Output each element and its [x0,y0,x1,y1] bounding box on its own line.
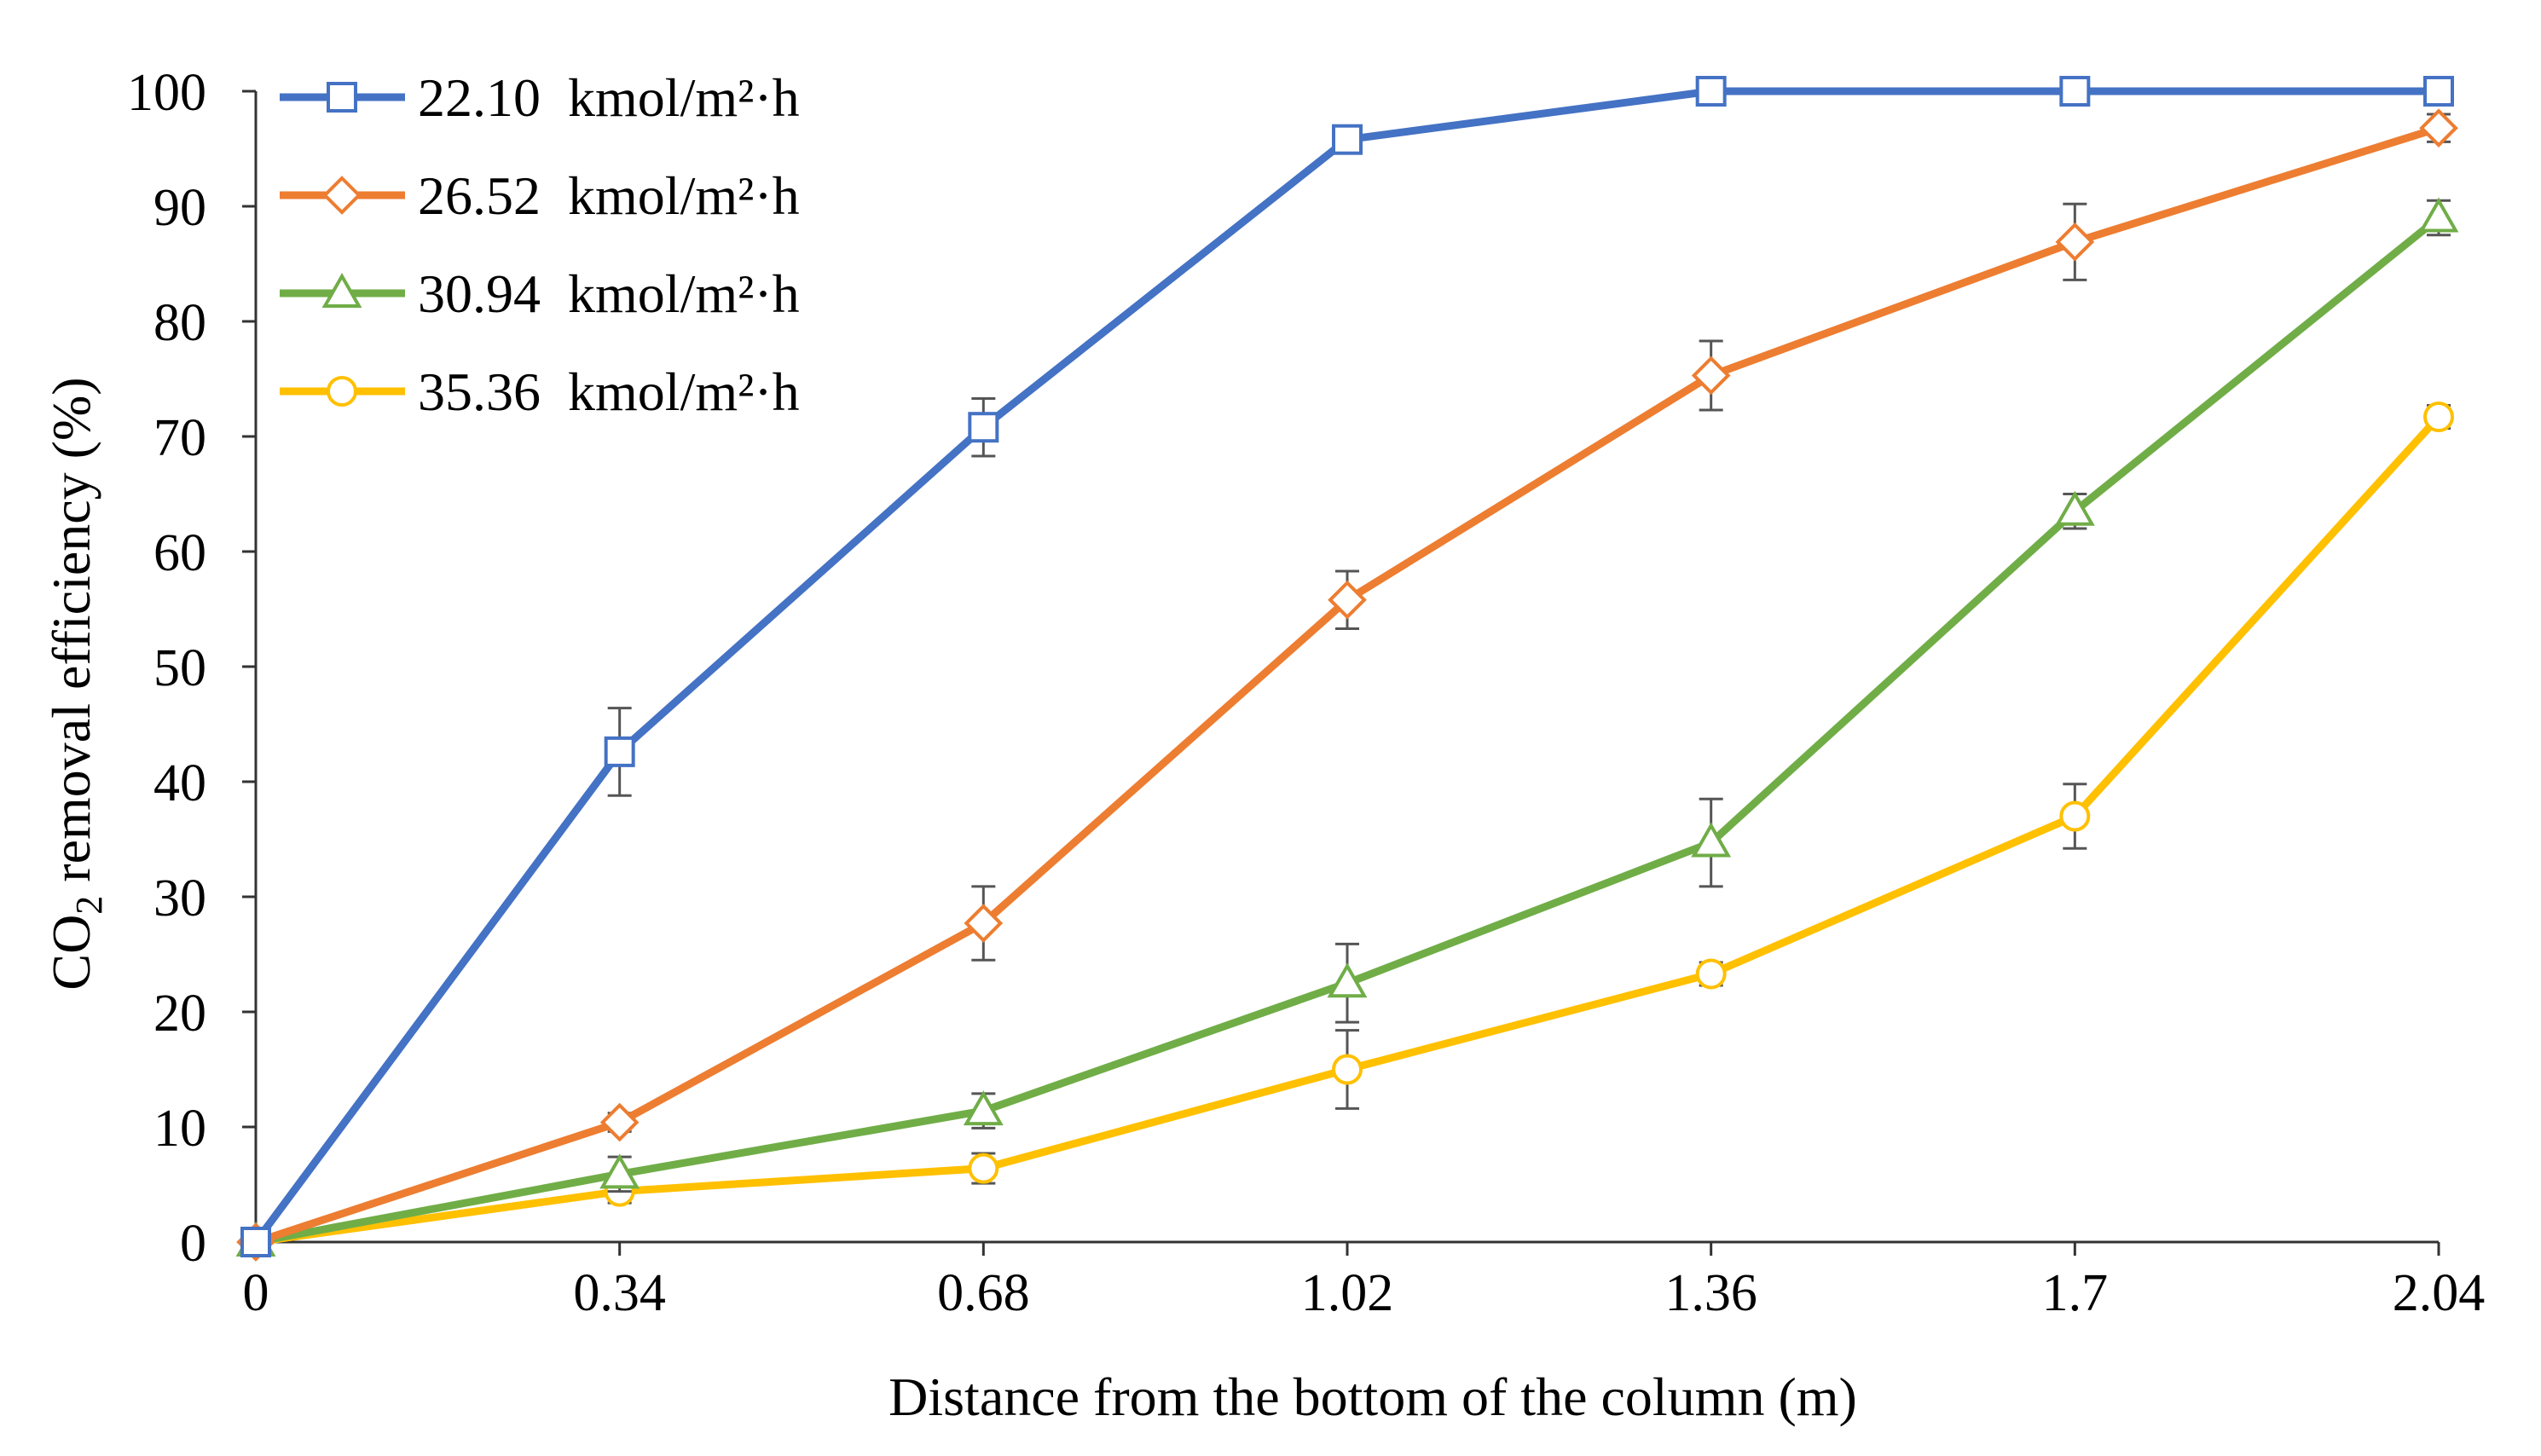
data-point [1327,962,1368,998]
legend-item: 26.52 kmol/m²·h [280,165,800,226]
x-tick-label: 1.02 [1301,1264,1394,1322]
y-tick-label: 70 [153,409,206,467]
data-point [599,1102,640,1142]
data-point [1695,76,1727,107]
legend-marker [327,82,357,113]
data-point [2423,402,2454,433]
legend-label: 26.52 kmol/m²·h [418,165,800,226]
data-point [1695,958,1727,990]
data-point [1691,822,1732,858]
y-tick-label: 80 [153,294,206,352]
legend-label: 30.94 kmol/m²·h [418,263,800,324]
data-point [2059,800,2091,832]
data-point [604,736,635,767]
y-tick-label: 0 [180,1215,206,1273]
legend-item: 30.94 kmol/m²·h [280,263,800,324]
data-point [2055,222,2095,262]
y-tick-label: 20 [153,985,206,1043]
data-point [599,1153,640,1189]
x-tick-label: 1.7 [2042,1264,2109,1322]
legend: 22.10 kmol/m²·h 26.52 kmol/m²·h 30.94 kmol… [280,67,800,422]
x-tick-label: 1.36 [1664,1264,1757,1322]
x-tick-label: 0 [243,1264,269,1322]
y-tick-label: 100 [127,64,206,122]
series-square [240,76,2454,1257]
legend-item: 22.10 kmol/m²·h [280,67,800,128]
series-triangle [235,197,2459,1257]
legend-marker [321,272,362,308]
legend-marker [322,176,362,215]
data-point [1691,355,1731,396]
y-tick-label: 30 [153,870,206,927]
x-tick-label: 0.68 [937,1264,1030,1322]
y-axis-title-prefix: CO [41,915,101,991]
data-point [240,1227,271,1257]
data-point [964,904,1004,943]
y-axis-title: CO2 removal efficiency (%) [41,377,110,990]
y-axis-title-suffix: removal efficiency (%) [41,377,101,895]
x-tick-label: 0.34 [573,1264,666,1322]
data-point [2418,197,2459,233]
y-tick-label: 90 [153,179,206,237]
data-point [1328,580,1367,620]
legend-marker [327,376,357,407]
data-point [2419,108,2458,148]
legend-item: 35.36 kmol/m²·h [280,361,800,422]
legend-label: 22.10 kmol/m²·h [418,67,800,128]
series-diamond [236,108,2458,1262]
y-axis-title-subscript: 2 [68,896,110,915]
series-line [252,413,2443,1246]
data-point [2423,76,2454,107]
data-point [1332,124,1363,155]
data-point [1332,1054,1363,1085]
x-axis-title: Distance from the bottom of the column (… [888,1366,1857,1427]
data-point [963,1090,1004,1126]
y-tick-label: 40 [153,754,206,812]
y-tick-label: 60 [153,524,206,582]
x-tick-label: 2.04 [2393,1264,2486,1322]
legend-label: 35.36 kmol/m²·h [418,361,800,422]
x-axis-ticks: 0 0.34 0.68 1.02 1.36 1.7 2.04 [243,1242,2486,1322]
data-point [968,1153,999,1184]
y-tick-label: 50 [153,639,206,697]
y-axis-ticks: 0 10 20 30 40 50 60 70 80 90 100 [127,64,256,1273]
series-layer [235,76,2459,1262]
data-point [2054,490,2095,526]
data-point [968,412,999,443]
y-tick-label: 10 [153,1100,206,1158]
data-point [2059,76,2091,107]
series-circle [240,402,2454,1257]
